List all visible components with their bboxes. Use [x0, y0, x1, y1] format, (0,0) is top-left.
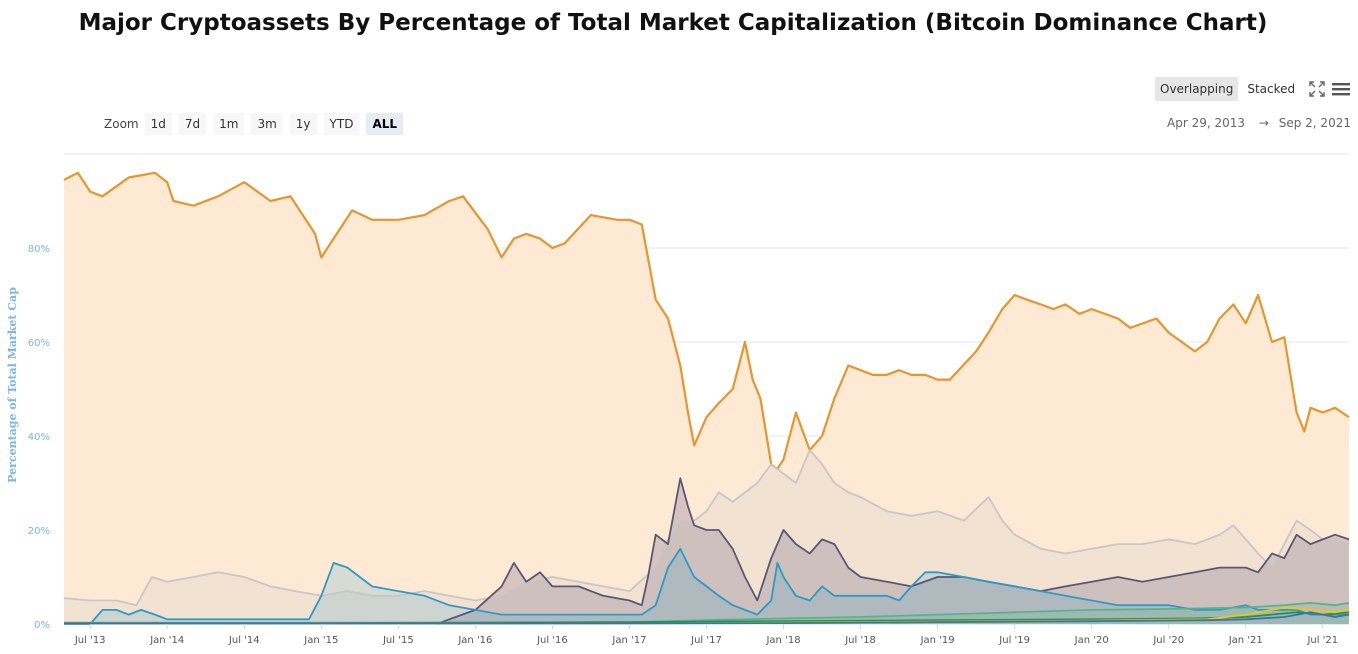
date-range: Apr 29, 2013 → Sep 2, 2021 [1167, 116, 1355, 130]
overlapping-button[interactable]: Overlapping [1155, 77, 1239, 101]
x-tick-label: Jan '17 [611, 635, 646, 646]
x-tick-label: Jul '13 [74, 635, 106, 646]
x-tick-label: Jul '19 [998, 635, 1030, 646]
x-tick-label: Jan '20 [1074, 635, 1109, 646]
range-arrow: → [1258, 116, 1269, 130]
x-tick-label: Jul '18 [844, 635, 876, 646]
y-axis-ticks: 0% 20% 40% 60% 80% [28, 244, 50, 631]
zoom-selector: Zoom 1d 7d 1m 3m 1y YTD ALL [104, 113, 410, 135]
x-tick-label: Jul '21 [1306, 635, 1338, 646]
x-tick-label: Jan '16 [457, 635, 492, 646]
zoom-1m-button[interactable]: 1m [213, 113, 245, 135]
series-line-2[interactable] [436, 477, 1350, 625]
series-line-3[interactable] [64, 547, 1349, 625]
zoom-ytd-button[interactable]: YTD [323, 113, 360, 135]
zoom-all-button[interactable]: ALL [366, 113, 404, 135]
series-area-1 [64, 450, 1349, 624]
zoom-1d-button[interactable]: 1d [144, 113, 172, 135]
chart-title: Major Cryptoassets By Percentage of Tota… [78, 10, 1268, 36]
fullscreen-icon[interactable] [1306, 78, 1328, 100]
hamburger-menu-icon[interactable] [1330, 78, 1352, 100]
zoom-1y-button[interactable]: 1y [289, 113, 317, 135]
y-tick-label: 60% [28, 338, 50, 349]
x-tick-label: Jul '14 [228, 635, 260, 646]
series-line-7[interactable] [64, 611, 1350, 625]
x-tick-label: Jan '14 [149, 635, 184, 646]
y-tick-label: 80% [28, 244, 50, 255]
series-area-0 [64, 172, 1349, 625]
series-line-0[interactable] [63, 171, 1350, 470]
y-tick-label: 0% [34, 620, 50, 631]
range-from-input[interactable]: Apr 29, 2013 [1167, 116, 1246, 130]
y-axis-label: Percentage of Total Market Cap [6, 287, 19, 483]
series-lines [63, 171, 1350, 625]
x-tick-label: Jan '19 [920, 635, 955, 646]
series-area-2 [436, 478, 1349, 624]
x-tick-label: Jan '18 [765, 635, 800, 646]
series-line-1[interactable] [63, 449, 1350, 607]
x-tick-label: Jul '17 [690, 635, 722, 646]
x-axis-ticks: Jul '13 Jan '14 Jul '14 Jan '15 Jul '15 Jan '… [74, 624, 1338, 646]
series-area-4 [64, 602, 1349, 624]
x-tick-label: Jul '16 [536, 635, 568, 646]
x-tick-label: Jul '15 [382, 635, 414, 646]
view-toggle: Overlapping Stacked [1155, 77, 1352, 101]
y-tick-label: 40% [28, 432, 50, 443]
x-tick-label: Jan '21 [1228, 635, 1263, 646]
range-to-input[interactable]: Sep 2, 2021 [1278, 116, 1351, 130]
y-tick-label: 20% [28, 526, 50, 537]
x-tick-label: Jan '15 [303, 635, 338, 646]
stacked-button[interactable]: Stacked [1247, 82, 1296, 96]
zoom-7d-button[interactable]: 7d [178, 113, 207, 135]
zoom-label: Zoom [104, 117, 139, 131]
zoom-3m-button[interactable]: 3m [251, 113, 283, 135]
series-areas [64, 172, 1349, 625]
x-tick-label: Jul '20 [1152, 635, 1184, 646]
